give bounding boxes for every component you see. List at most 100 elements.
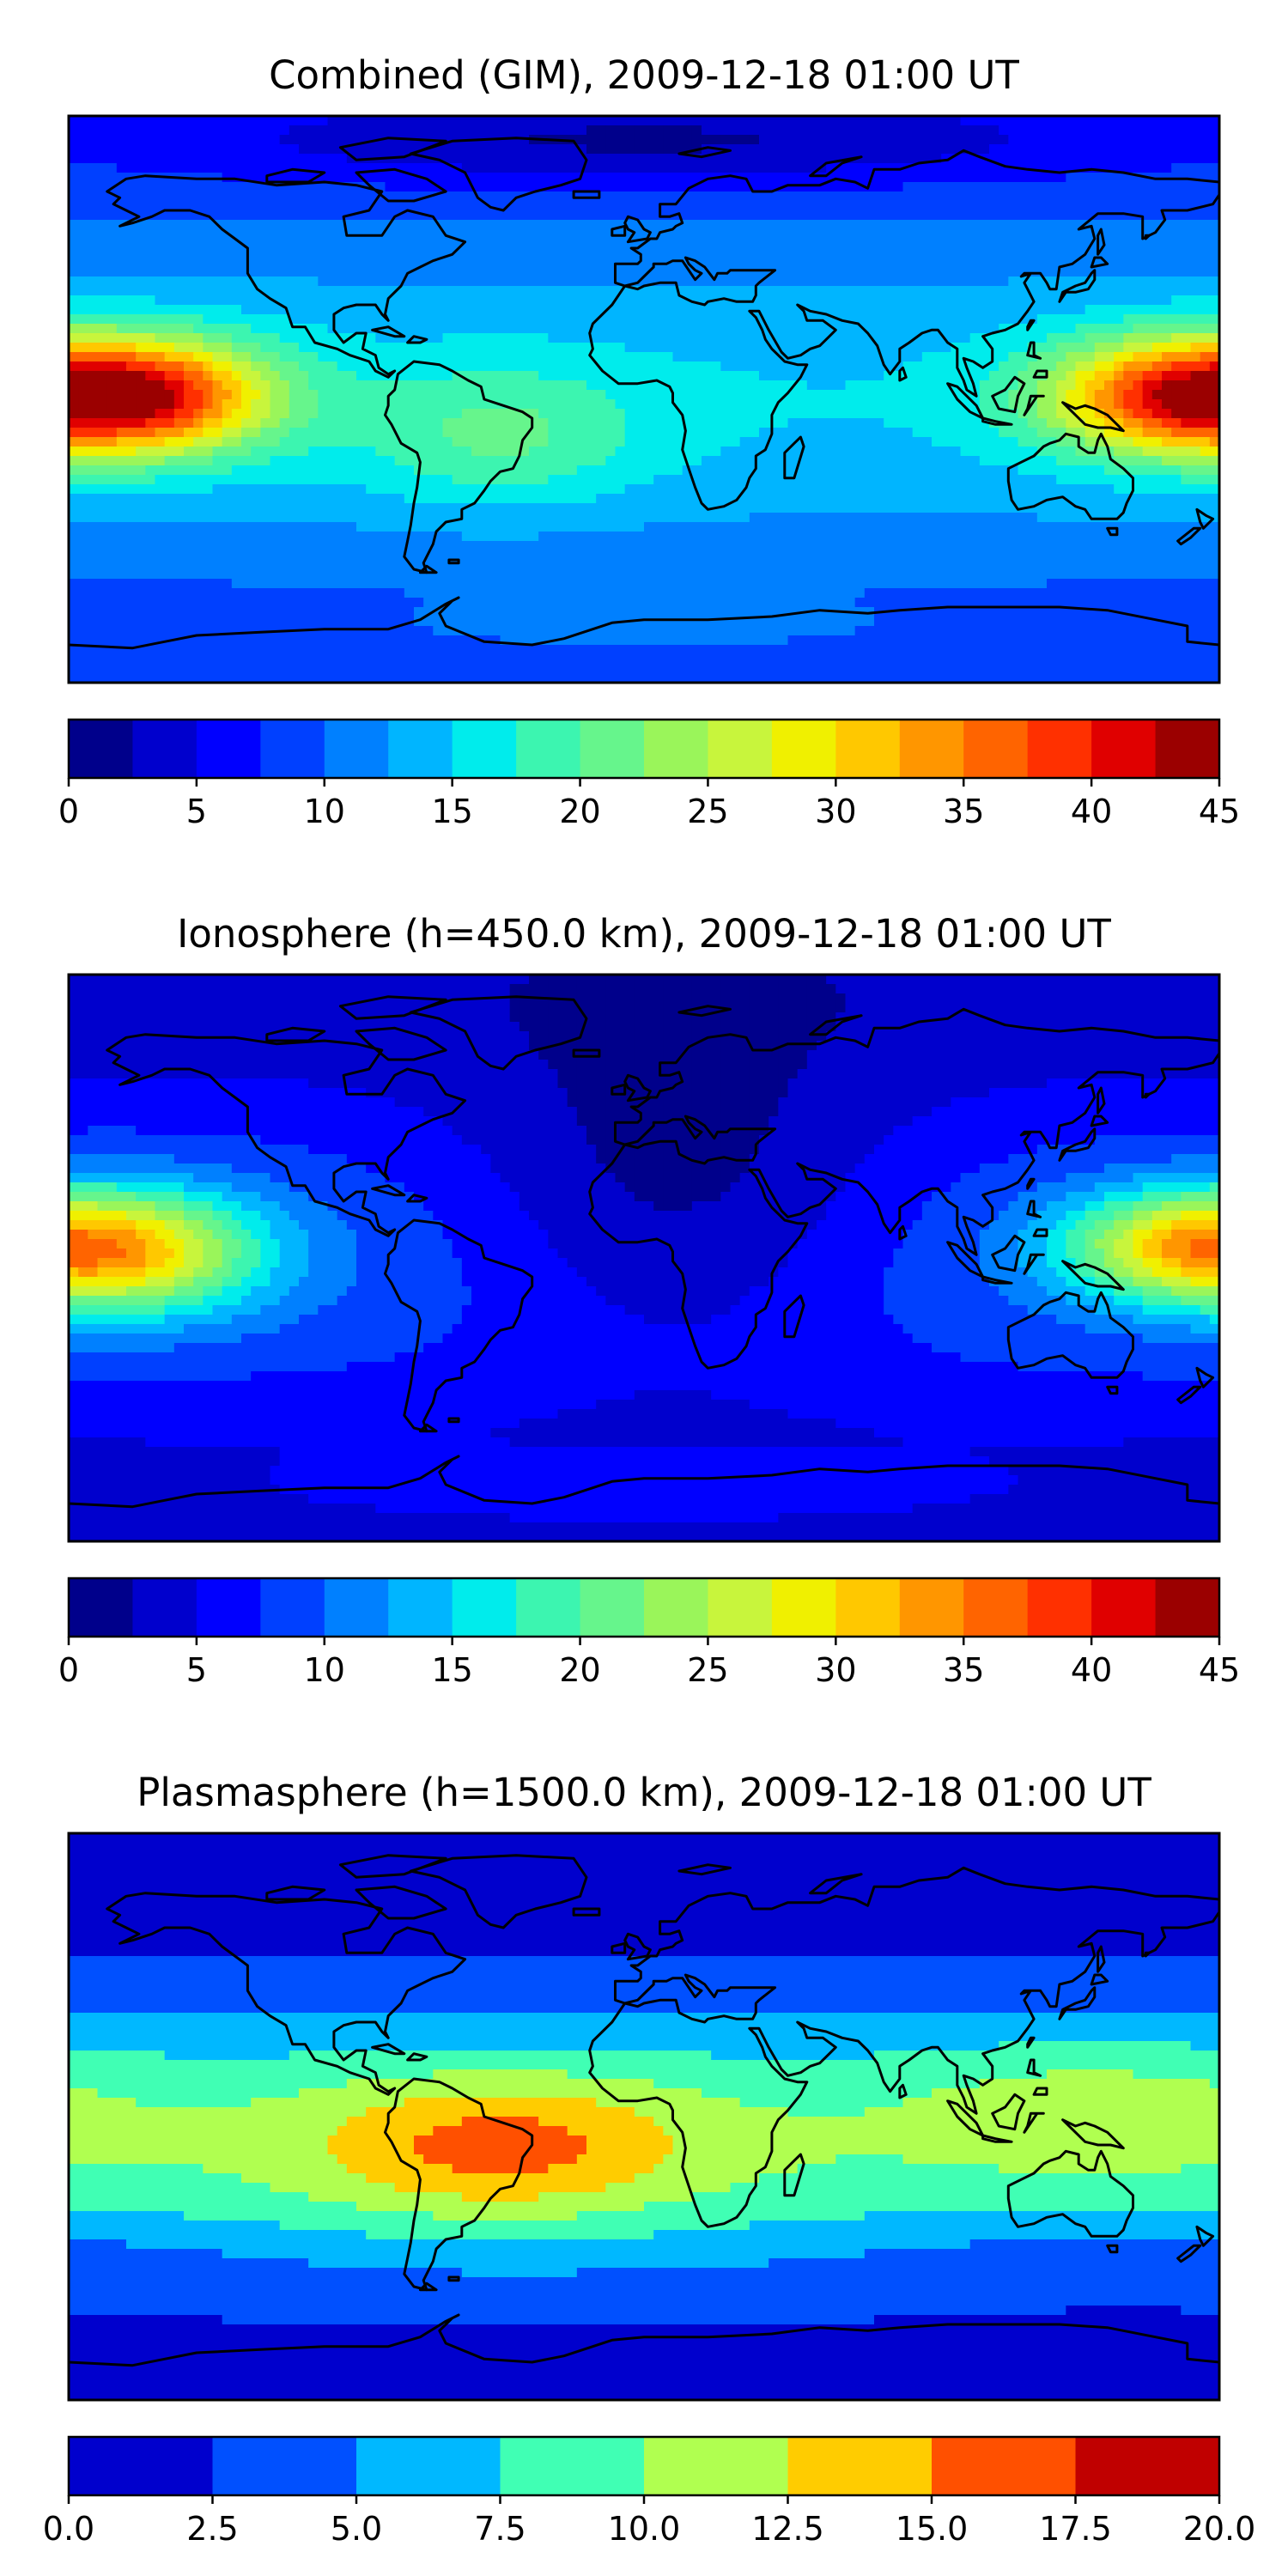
field-cell — [69, 144, 79, 155]
field-cell — [289, 447, 300, 457]
field-cell — [1036, 173, 1048, 183]
field-cell — [864, 295, 875, 306]
field-cell — [394, 286, 405, 296]
field-cell — [212, 447, 223, 457]
field-cell — [1142, 163, 1153, 173]
field-cell — [749, 125, 760, 136]
field-cell — [1047, 361, 1057, 372]
field-cell — [960, 116, 971, 126]
field-cell — [289, 295, 300, 306]
field-cell — [720, 201, 732, 211]
field-cell — [644, 144, 654, 155]
field-cell — [826, 475, 836, 485]
field-cell — [308, 154, 319, 164]
field-cell — [682, 305, 693, 315]
field-cell — [318, 352, 329, 362]
field-cell — [471, 229, 482, 240]
field-cell — [874, 361, 884, 372]
field-cell — [1162, 239, 1172, 249]
field-cell — [1075, 380, 1086, 391]
field-cell — [212, 154, 223, 164]
field-cell — [615, 447, 626, 457]
field-cell — [634, 503, 645, 513]
field-cell — [1133, 125, 1144, 136]
field-cell — [1200, 314, 1211, 325]
field-cell — [346, 484, 357, 495]
field-cell — [1027, 135, 1038, 145]
field-cell — [490, 210, 501, 221]
field-cell — [414, 229, 424, 240]
field-cell — [1104, 173, 1115, 183]
field-cell — [452, 305, 463, 315]
field-cell — [327, 465, 338, 476]
field-cell — [845, 239, 856, 249]
field-cell — [557, 324, 568, 334]
field-cell — [854, 409, 866, 419]
field-cell — [394, 267, 405, 277]
field-cell — [1094, 343, 1105, 353]
field-cell — [251, 343, 261, 353]
field-cell — [902, 220, 914, 230]
field-cell — [155, 267, 166, 277]
field-cell — [1104, 144, 1115, 155]
field-cell — [193, 324, 204, 334]
field-cell — [817, 428, 827, 438]
field-cell — [605, 163, 617, 173]
field-cell — [193, 484, 204, 495]
field-cell — [136, 220, 146, 230]
field-cell — [586, 503, 597, 513]
field-cell — [366, 286, 376, 296]
field-cell — [615, 390, 626, 400]
field-cell — [605, 314, 617, 325]
field-cell — [902, 154, 914, 164]
field-cell — [787, 428, 799, 438]
field-cell — [366, 144, 376, 155]
field-cell — [231, 484, 242, 495]
field-cell — [116, 465, 127, 476]
field-cell — [193, 399, 204, 410]
field-cell — [1142, 210, 1153, 221]
field-cell — [155, 229, 166, 240]
field-cell — [1075, 314, 1086, 325]
field-cell — [260, 399, 271, 410]
field-cell — [624, 418, 635, 428]
field-cell — [749, 135, 760, 145]
field-cell — [663, 333, 674, 343]
field-cell — [289, 286, 300, 296]
field-cell — [1151, 125, 1163, 136]
field-cell — [404, 418, 415, 428]
field-cell — [69, 418, 79, 428]
field-cell — [893, 201, 904, 211]
field-cell — [1200, 248, 1211, 258]
field-cell — [461, 352, 472, 362]
field-cell — [1008, 390, 1019, 400]
field-cell — [155, 239, 166, 249]
field-cell — [1142, 418, 1153, 428]
field-cell — [519, 239, 530, 249]
field-cell — [921, 191, 933, 202]
field-cell — [739, 210, 750, 221]
field-cell — [902, 125, 914, 136]
field-cell — [989, 484, 999, 495]
field-cell — [414, 399, 424, 410]
field-cell — [299, 258, 309, 268]
field-cell — [1036, 125, 1048, 136]
field-cell — [241, 371, 252, 381]
field-cell — [854, 154, 866, 164]
field-cell — [941, 465, 951, 476]
field-cell — [884, 324, 894, 334]
field-cell — [1114, 173, 1124, 183]
field-cell — [586, 210, 597, 221]
field-cell — [999, 314, 1009, 325]
field-cell — [193, 191, 204, 202]
field-cell — [164, 125, 175, 136]
field-cell — [212, 267, 223, 277]
field-cell — [366, 428, 376, 438]
field-cell — [644, 201, 654, 211]
field-cell — [951, 248, 962, 258]
field-cell — [1171, 239, 1182, 249]
field-cell — [106, 418, 118, 428]
field-cell — [356, 418, 367, 428]
field-cell — [164, 390, 175, 400]
field-cell — [279, 390, 290, 400]
